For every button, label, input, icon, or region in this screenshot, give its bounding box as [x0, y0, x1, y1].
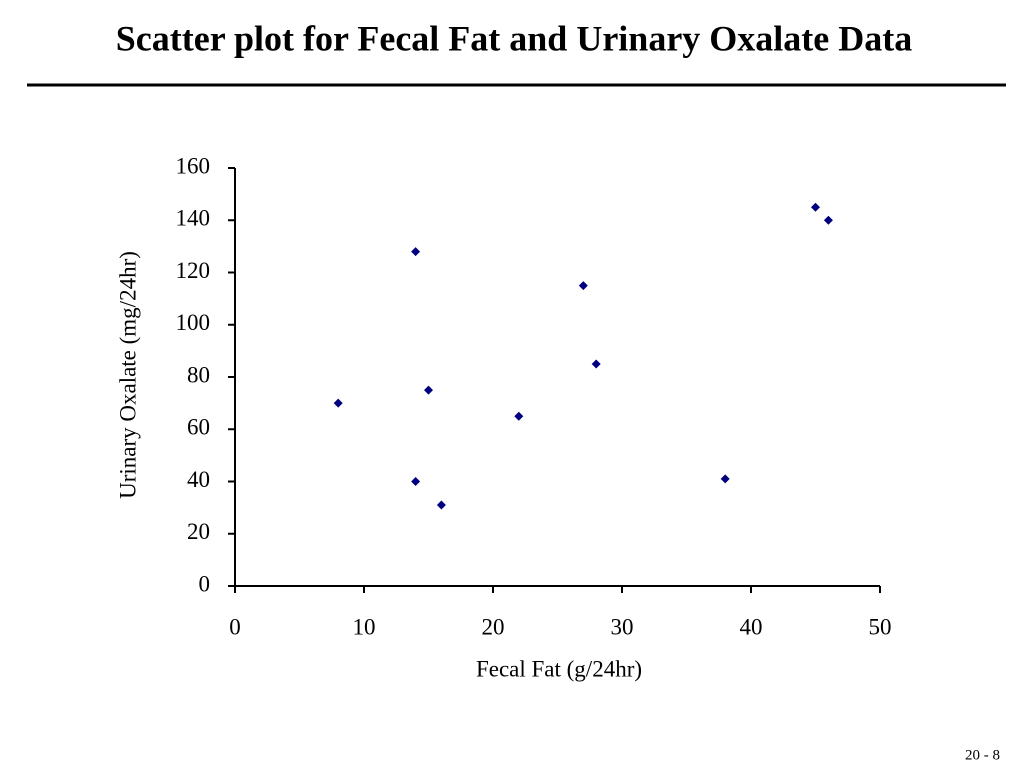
- data-point: [720, 474, 730, 484]
- x-axis-label: Fecal Fat (g/24hr): [476, 656, 642, 681]
- y-tick-label: 120: [176, 258, 211, 283]
- data-point: [411, 477, 421, 486]
- y-tick-label: 160: [176, 153, 211, 178]
- y-tick-label: 60: [187, 415, 210, 440]
- y-axis-label: Urinary Oxalate (mg/24hr): [115, 251, 140, 499]
- x-tick-label: 0: [229, 614, 241, 639]
- data-point: [333, 398, 343, 408]
- data-point: [823, 215, 833, 225]
- y-tick-label: 80: [187, 362, 210, 387]
- y-tick-label: 20: [187, 519, 210, 544]
- data-point: [514, 411, 524, 421]
- y-tick-label: 40: [187, 467, 210, 492]
- data-point: [591, 359, 601, 369]
- page-number: 20 - 8: [965, 747, 1000, 763]
- x-tick-label: 50: [869, 614, 892, 639]
- data-point: [436, 500, 446, 510]
- x-tick-label: 10: [353, 614, 376, 639]
- y-tick-label: 140: [176, 206, 211, 231]
- data-point: [424, 385, 433, 395]
- data-point: [411, 247, 421, 257]
- data-point: [811, 202, 820, 212]
- y-tick-label: 0: [199, 571, 211, 596]
- x-tick-label: 40: [740, 614, 763, 639]
- x-tick-label: 30: [611, 614, 634, 639]
- y-tick-label: 100: [176, 310, 211, 335]
- x-tick-label: 20: [482, 614, 505, 639]
- data-point: [578, 281, 588, 291]
- chart-title: Scatter plot for Fecal Fat and Urinary O…: [116, 18, 913, 58]
